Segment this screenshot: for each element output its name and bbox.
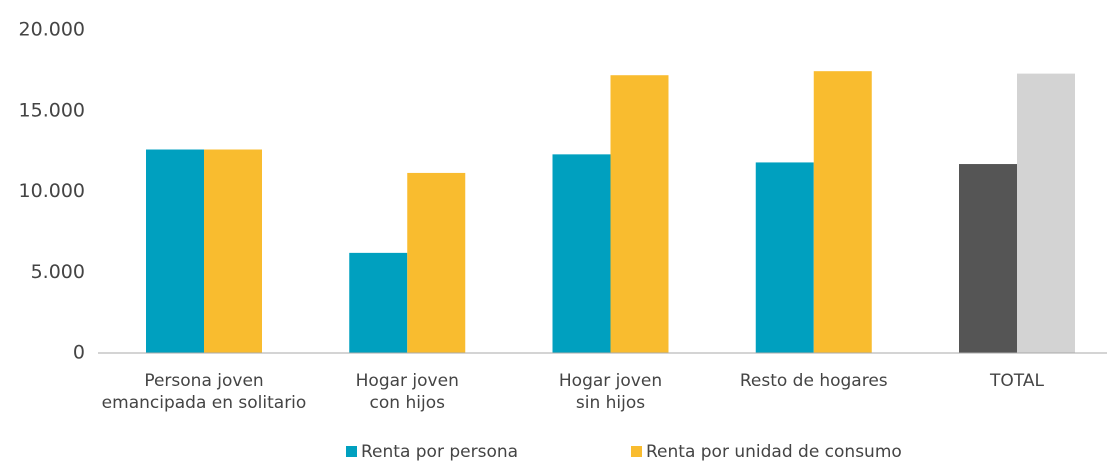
x-tick-label-line: Hogar joven: [356, 371, 459, 391]
bar: [349, 252, 408, 353]
x-tick-label-line: Persona joven: [144, 371, 263, 391]
x-tick-label: Persona joven emancipada en solitario: [102, 371, 307, 413]
y-tick-label: 10.000: [19, 180, 85, 202]
x-tick-label: TOTAL: [989, 371, 1044, 391]
bar: [552, 154, 611, 353]
x-tick-label: Hogar joven sin hijos: [559, 371, 662, 413]
x-tick-label-line: emancipada en solitario: [102, 393, 307, 413]
legend-swatch: [631, 446, 642, 457]
y-tick-label: 5.000: [31, 261, 85, 283]
x-tick-label: Resto de hogares: [740, 371, 888, 391]
x-tick-label-line: Resto de hogares: [740, 371, 888, 391]
y-tick-label: 20.000: [19, 19, 85, 41]
legend-label: Renta por persona: [361, 442, 518, 462]
legend-label: Renta por unidad de consumo: [646, 442, 902, 462]
bar: [146, 149, 204, 353]
legend-swatch: [346, 446, 357, 457]
bar: [1017, 73, 1075, 353]
x-tick-label-line: Hogar joven: [559, 371, 662, 391]
bar: [755, 162, 814, 353]
x-tick-label: Hogar joven con hijos: [356, 371, 459, 413]
bar: [204, 149, 262, 353]
bar: [959, 164, 1017, 353]
y-tick-label: 15.000: [19, 99, 85, 121]
bar: [813, 71, 872, 354]
bar: [407, 172, 466, 353]
x-tick-label-line: con hijos: [370, 393, 446, 413]
bar: [610, 75, 669, 353]
x-tick-label-line: TOTAL: [989, 371, 1044, 391]
y-tick-label: 0: [73, 342, 85, 364]
x-tick-label-line: sin hijos: [576, 393, 645, 413]
